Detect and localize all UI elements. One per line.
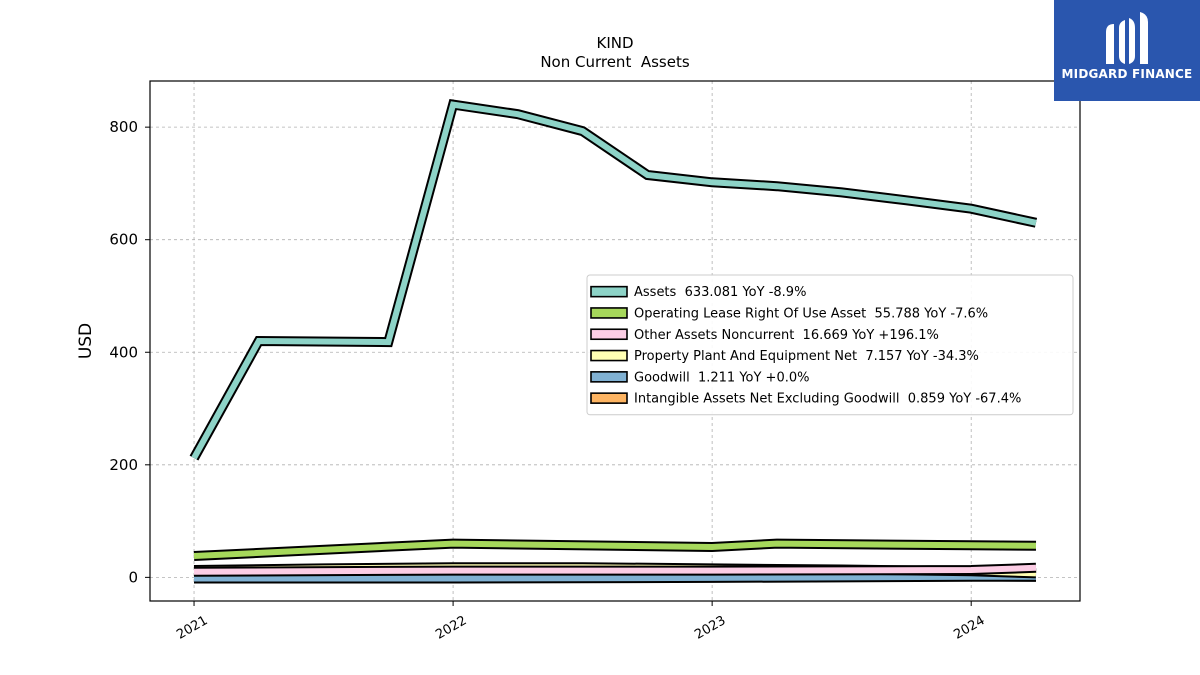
- logo-mark-icon: [1106, 12, 1148, 64]
- legend-box: [586, 274, 1074, 416]
- x-tick-label: 2021: [174, 613, 210, 643]
- y-tick-label: 800: [109, 118, 138, 136]
- y-tick-label: 200: [109, 456, 138, 474]
- legend-swatch: [590, 307, 628, 319]
- series-operating-lease-right-of-use-asset: [193, 538, 1037, 561]
- y-axis-label: USD: [76, 323, 96, 359]
- plot-frame: [149, 80, 1081, 602]
- legend-entry: Goodwill 1.211 YoY +0.0%: [590, 370, 809, 385]
- legend-swatch: [590, 328, 628, 341]
- series-line: [193, 540, 1037, 559]
- legend-label: Intangible Assets Net Excluding Goodwill…: [634, 392, 1021, 407]
- chart-title: KIND: [596, 34, 633, 52]
- legend-entry: Other Assets Noncurrent 16.669 YoY +196.…: [590, 328, 939, 343]
- legend-swatch: [590, 285, 628, 298]
- legend-entry: Property Plant And Equipment Net 7.157 Y…: [590, 349, 979, 364]
- series-other-assets-noncurrent: [193, 562, 1037, 577]
- y-tick-label: 400: [109, 343, 138, 361]
- legend-label: Goodwill 1.211 YoY +0.0%: [634, 370, 809, 385]
- x-tick-label: 2024: [951, 613, 987, 643]
- legend-swatch: [590, 371, 628, 383]
- logo-text: MIDGARD FINANCE: [1061, 67, 1193, 81]
- legend-label: Property Plant And Equipment Net 7.157 Y…: [634, 349, 979, 364]
- series-line: [194, 573, 1036, 582]
- x-tick-label: 2023: [692, 613, 728, 643]
- legend-label: Assets 633.081 YoY -8.9%: [634, 285, 806, 300]
- chart-subtitle: Non Current Assets: [540, 53, 690, 71]
- x-tick-label: 2022: [433, 613, 469, 643]
- series-layer: [189, 99, 1038, 584]
- y-tick-label: 600: [109, 231, 138, 249]
- series-line: [193, 564, 1037, 575]
- series-assets: [189, 99, 1038, 461]
- legend-entry: Intangible Assets Net Excluding Goodwill…: [590, 392, 1021, 407]
- legend: Assets 633.081 YoY -8.9% Operating Lease …: [586, 274, 1074, 416]
- y-tick-label: 0: [128, 568, 138, 586]
- legend-label: Other Assets Noncurrent 16.669 YoY +196.…: [634, 328, 939, 343]
- series-goodwill: [194, 571, 1036, 584]
- legend-swatch: [590, 349, 628, 362]
- series-line: [191, 101, 1037, 460]
- legend-entry: Assets 633.081 YoY -8.9%: [590, 285, 806, 300]
- brand-logo: MIDGARD FINANCE: [1054, 0, 1200, 101]
- legend-entry: Operating Lease Right Of Use Asset 55.78…: [590, 306, 988, 321]
- legend-label: Operating Lease Right Of Use Asset 55.78…: [634, 306, 988, 321]
- legend-swatch: [590, 392, 628, 404]
